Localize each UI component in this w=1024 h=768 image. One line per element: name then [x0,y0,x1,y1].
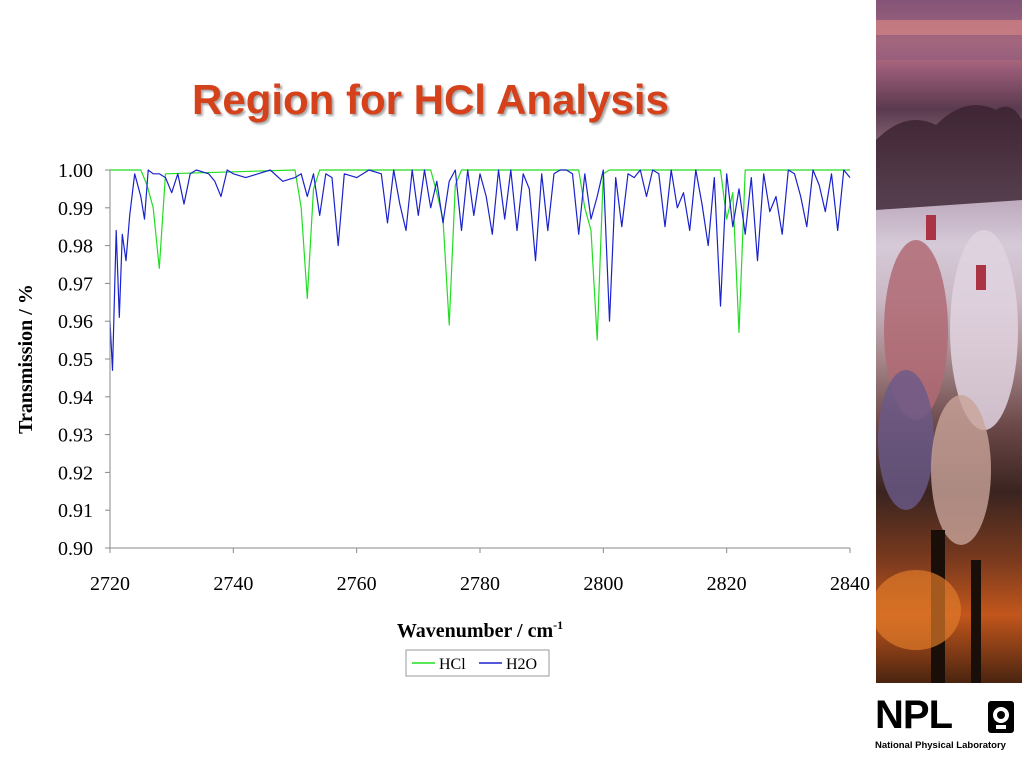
x-tick-label: 2840 [830,573,870,595]
y-tick-label: 0.97 [58,273,93,295]
x-axis-ticks: 2720 2740 2760 2780 2800 2820 2840 [90,548,870,595]
npl-logo-text: NPL [875,693,953,737]
y-tick-label: 0.91 [58,500,93,522]
plot-area [109,169,851,371]
x-tick-label: 2760 [337,573,377,595]
y-tick-label: 0.93 [58,425,93,447]
y-tick-label: 0.95 [58,349,93,371]
series-line-h2o [109,169,851,371]
x-tick-label: 2780 [460,573,500,595]
transmission-chart: 1.00 0.99 0.98 0.97 0.96 0.95 0.94 0.93 0.92 0.91… [15,160,870,677]
x-tick-label: 2740 [213,573,253,595]
y-tick-label: 1.00 [58,160,93,182]
y-tick-label: 0.98 [58,236,93,258]
x-axis-label: Wavenumber / cm-1 [397,618,563,642]
x-tick-label: 2800 [583,573,623,595]
series-line-hcl [110,169,850,341]
npl-crest-icon [988,701,1014,733]
y-tick-label: 0.90 [58,538,93,560]
y-tick-label: 0.99 [58,198,93,220]
slide-title: Region for HCl Analysis [192,76,669,123]
x-axis-label-superscript: -1 [553,618,563,632]
legend-label-h2o: H2O [506,656,537,673]
npl-logo: NPL National Physical Laboratory [875,693,1020,756]
legend: HCl H2O [405,649,550,677]
x-tick-label: 2820 [707,573,747,595]
legend-label-hcl: HCl [439,656,466,673]
npl-logo-subtitle: National Physical Laboratory [875,740,1006,751]
y-axis-ticks: 1.00 0.99 0.98 0.97 0.96 0.95 0.94 0.93 0.92 0.91… [58,160,110,560]
industrial-gas-cylinders-photo [876,0,1022,683]
photo-illustration [876,0,1022,683]
x-axis-label-text: Wavenumber / cm [397,620,554,642]
y-tick-label: 0.96 [58,311,93,333]
y-tick-label: 0.92 [58,462,93,484]
x-tick-label: 2720 [90,573,130,595]
y-axis-label: Transmission / % [15,284,37,434]
y-tick-label: 0.94 [58,387,93,409]
